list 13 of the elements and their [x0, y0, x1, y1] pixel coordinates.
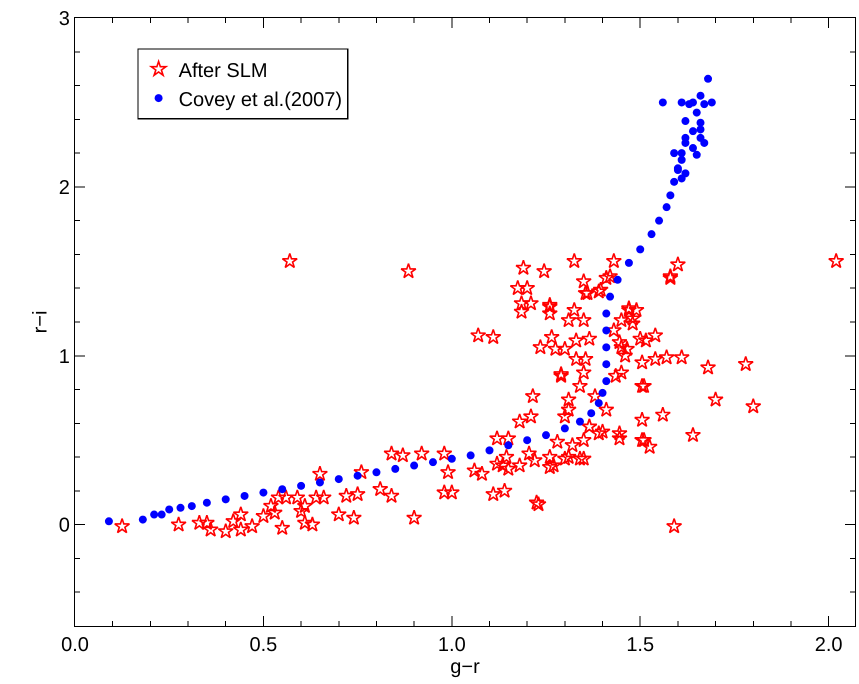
legend-label: Covey et al.(2007) — [178, 88, 342, 111]
y-axis-title: r−i — [29, 310, 52, 334]
legend-label: After SLM — [178, 60, 268, 82]
y-tick-label: 2 — [58, 176, 70, 199]
y-tick-label: 0 — [58, 514, 70, 537]
x-tick-label: 0.5 — [250, 634, 278, 656]
y-tick-label: 3 — [58, 8, 70, 30]
x-axis-title: g−r — [450, 656, 480, 678]
x-tick-label: 0.0 — [61, 634, 89, 656]
x-tick-label: 2.0 — [814, 634, 843, 656]
x-tick-label: 1.0 — [438, 634, 466, 656]
x-tick-label: 1.5 — [626, 634, 654, 656]
y-tick-label: 1 — [58, 346, 70, 368]
